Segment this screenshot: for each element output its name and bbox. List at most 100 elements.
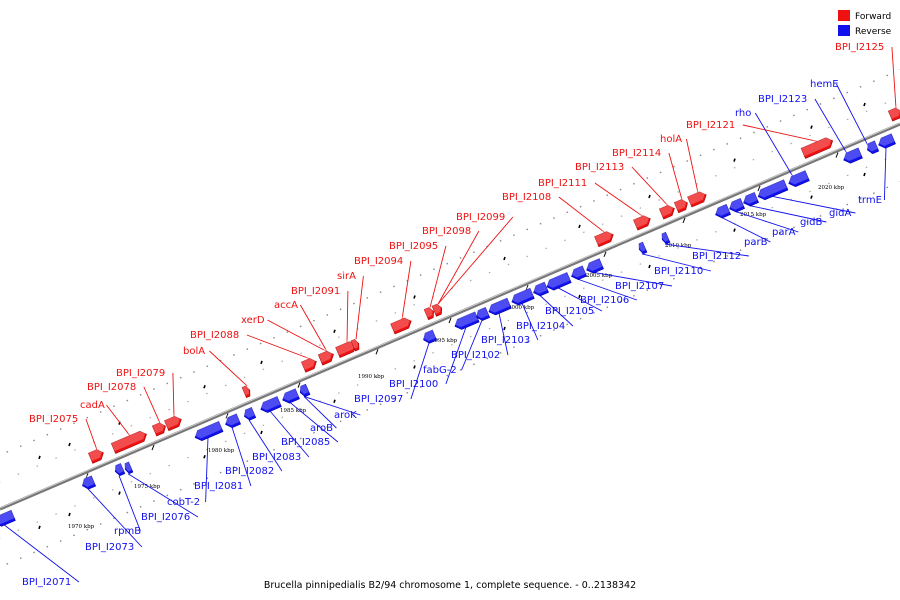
gene-label-bpi_i2108[interactable]: BPI_I2108 — [502, 192, 551, 203]
gene-bpi_i2106[interactable] — [568, 263, 587, 282]
gene-bpi_i2091[interactable] — [334, 337, 359, 358]
gene-hola[interactable] — [686, 188, 709, 208]
gene-label-bpi_i2081[interactable]: BPI_I2081 — [194, 481, 243, 492]
gene-bpi_i2104[interactable] — [530, 279, 549, 298]
gene-label-bpi_i2079[interactable]: BPI_I2079 — [116, 368, 165, 379]
gene-bpi_i2112[interactable] — [659, 229, 671, 245]
gene-label-bpi_i2103[interactable]: BPI_I2103 — [481, 335, 530, 346]
gene-bpi_i2094[interactable] — [389, 314, 414, 335]
gene-bpi_i2102[interactable] — [486, 295, 512, 317]
gene-label-bpi_i2125[interactable]: BPI_I2125 — [835, 42, 884, 53]
gene-label-bpi_i2076[interactable]: BPI_I2076 — [141, 512, 190, 523]
gene-label-sira[interactable]: sirA — [337, 271, 356, 282]
gene-bpi_i2110[interactable] — [636, 239, 648, 255]
gene-cobt-2[interactable] — [192, 419, 224, 442]
gene-label-para[interactable]: parA — [772, 227, 796, 238]
gene-label-gida[interactable]: gidA — [829, 208, 851, 219]
gene-bpi_i2071[interactable] — [0, 508, 16, 528]
gene-bpi_i2078[interactable] — [151, 419, 167, 437]
gene-label-bpi_i2083[interactable]: BPI_I2083 — [252, 452, 301, 463]
gene-arok[interactable] — [297, 382, 311, 398]
gene-bpi_i2082[interactable] — [241, 405, 257, 421]
gene-label-bpi_i2112[interactable]: BPI_I2112 — [692, 251, 741, 262]
minor-tick — [203, 455, 206, 459]
gene-label-xerd[interactable]: xerD — [241, 315, 265, 326]
gene-label-bpi_i2121[interactable]: BPI_I2121 — [686, 120, 735, 131]
gene-label-bpi_i2105[interactable]: BPI_I2105 — [545, 306, 594, 317]
gene-label-arob[interactable]: aroB — [310, 423, 333, 434]
gene-bpi_i2079[interactable] — [163, 412, 183, 432]
gene-label-gidb[interactable]: gidB — [800, 217, 822, 228]
gene-bpi_i2083[interactable] — [258, 394, 282, 414]
gene-label-rho[interactable]: rho — [735, 108, 751, 119]
gene-label-bpi_i2102[interactable]: BPI_I2102 — [451, 350, 500, 361]
gene-bpi_i2075[interactable] — [87, 445, 105, 464]
gene-label-bpi_i2100[interactable]: BPI_I2100 — [389, 379, 438, 390]
gene-bpi_i2076[interactable] — [122, 459, 134, 475]
gene-label-bpi_i2078[interactable]: BPI_I2078 — [87, 382, 136, 393]
gene-bpi_i2099[interactable] — [431, 301, 444, 317]
gene-bpi_i2125[interactable] — [887, 104, 900, 122]
gene-label-bpi_i2106[interactable]: BPI_I2106 — [580, 295, 629, 306]
gene-bpi_i2088[interactable] — [300, 354, 318, 373]
gene-label-bpi_i2088[interactable]: BPI_I2088 — [190, 330, 239, 341]
gene-label-bpi_i2091[interactable]: BPI_I2091 — [291, 286, 340, 297]
gene-heme[interactable] — [864, 138, 880, 155]
gene-label-bpi_i2085[interactable]: BPI_I2085 — [281, 437, 330, 448]
gene-label-acca[interactable]: accA — [274, 300, 298, 311]
gene-label-bpi_i2111[interactable]: BPI_I2111 — [538, 178, 587, 189]
gene-bpi_i2114[interactable] — [673, 196, 689, 214]
gene-bpi_i2095[interactable] — [423, 304, 436, 321]
gene-gidb[interactable] — [740, 190, 759, 208]
gene-cada[interactable] — [110, 427, 148, 454]
gene-label-heme[interactable]: hemE — [810, 79, 839, 90]
gene-bpi_i2108[interactable] — [593, 227, 616, 248]
gene-label-bpi_i2075[interactable]: BPI_I2075 — [29, 414, 78, 425]
gene-bpi_i2113[interactable] — [658, 201, 676, 220]
gene-bpi_i2097[interactable] — [420, 327, 438, 345]
gene-bpi_i2123[interactable] — [841, 145, 863, 165]
gene-acca[interactable] — [317, 347, 335, 366]
gene-rpmb[interactable] — [112, 461, 126, 477]
gene-label-bpi_i2107[interactable]: BPI_I2107 — [615, 281, 664, 292]
gene-label-bpi_i2104[interactable]: BPI_I2104 — [516, 321, 565, 332]
gene-bpi_i2105[interactable] — [544, 270, 572, 292]
gene-label-cobt-2[interactable]: cobT-2 — [167, 497, 200, 508]
gene-bpi_i2085[interactable] — [279, 386, 300, 405]
gene-fabg-2[interactable] — [473, 305, 491, 322]
gene-bpi_i2111[interactable] — [632, 211, 652, 231]
gene-gida[interactable] — [755, 177, 789, 202]
gene-label-trme[interactable]: trmE — [858, 195, 882, 206]
gene-bpi_i2103[interactable] — [509, 286, 535, 307]
gene-label-bola[interactable]: bolA — [183, 346, 205, 357]
gene-bpi_i2107[interactable] — [583, 256, 604, 275]
gene-label-bpi_i2110[interactable]: BPI_I2110 — [654, 266, 703, 277]
gene-label-hola[interactable]: holA — [660, 134, 682, 145]
gene-label-bpi_i2114[interactable]: BPI_I2114 — [612, 148, 661, 159]
gene-label-rpmb[interactable]: rpmB — [114, 526, 141, 537]
gene-bpi_i2121[interactable] — [800, 133, 835, 159]
gene-label-bpi_i2123[interactable]: BPI_I2123 — [758, 94, 807, 105]
gene-label-bpi_i2098[interactable]: BPI_I2098 — [422, 226, 471, 237]
gene-label-bpi_i2113[interactable]: BPI_I2113 — [575, 162, 624, 173]
gene-label-bpi_i2082[interactable]: BPI_I2082 — [225, 466, 274, 477]
gene-trme[interactable] — [875, 131, 896, 150]
gene-bpi_i2081[interactable] — [222, 411, 241, 430]
gene-label-fabg-2[interactable]: fabG-2 — [423, 365, 457, 376]
gene-label-bpi_i2095[interactable]: BPI_I2095 — [389, 241, 438, 252]
gene-label-bpi_i2097[interactable]: BPI_I2097 — [354, 394, 403, 405]
gene-bola[interactable] — [241, 383, 252, 398]
gene-label-bpi_i2094[interactable]: BPI_I2094 — [354, 256, 403, 267]
gene-label-parb[interactable]: parB — [744, 237, 768, 248]
gene-label-arok[interactable]: aroK — [334, 410, 357, 421]
gene-label-bpi_i2071[interactable]: BPI_I2071 — [22, 577, 71, 588]
gene-parb[interactable] — [712, 202, 731, 220]
gene-para[interactable] — [726, 196, 745, 214]
gene-rho[interactable] — [786, 168, 810, 188]
gene-label-bpi_i2073[interactable]: BPI_I2073 — [85, 542, 134, 553]
gene-sira[interactable] — [350, 336, 361, 352]
gene-label-cada[interactable]: cadA — [80, 400, 105, 411]
gene-bpi_i2100[interactable] — [452, 309, 480, 332]
gene-bpi_i2073[interactable] — [79, 473, 97, 491]
gene-label-bpi_i2099[interactable]: BPI_I2099 — [456, 212, 505, 223]
